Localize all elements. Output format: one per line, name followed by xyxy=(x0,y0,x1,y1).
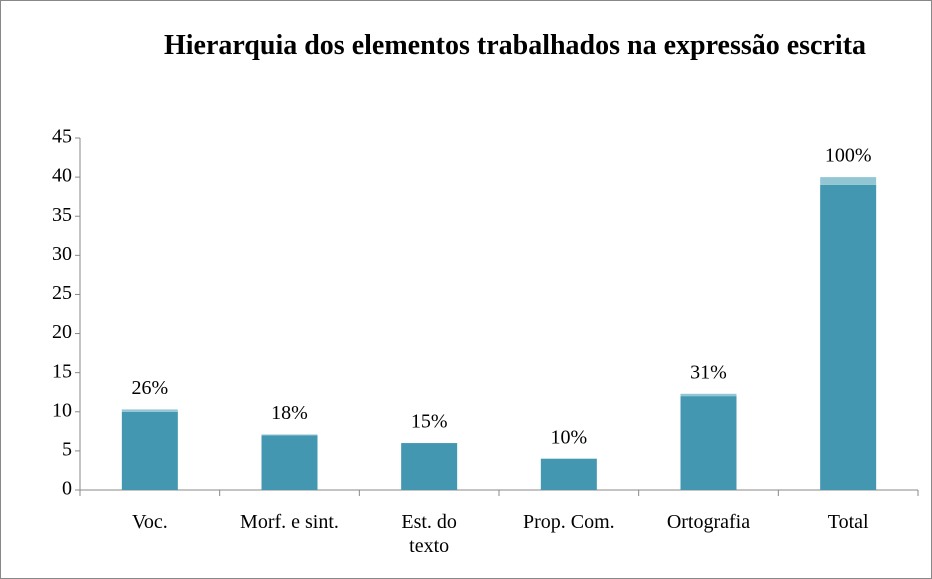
bar-annotation: 18% xyxy=(271,402,308,424)
bar xyxy=(680,393,737,397)
bar xyxy=(121,411,178,490)
y-tick-label: 0 xyxy=(62,478,72,500)
x-tick-label: Total xyxy=(827,511,869,533)
y-tick-label: 45 xyxy=(52,126,72,148)
y-tick-label: 30 xyxy=(52,243,72,265)
bar xyxy=(121,409,178,412)
bar-annotation: 10% xyxy=(550,426,587,448)
bar xyxy=(680,396,737,490)
bar-annotation: 15% xyxy=(411,411,448,433)
x-tick-label: Prop. Com. xyxy=(522,511,615,533)
y-tick-label: 15 xyxy=(52,360,72,382)
y-tick-label: 40 xyxy=(52,165,72,187)
bar xyxy=(401,443,458,490)
bar xyxy=(261,435,318,490)
bar xyxy=(820,177,877,185)
y-tick-label: 10 xyxy=(52,399,72,421)
bar-annotation: 26% xyxy=(131,377,168,399)
x-tick-label: Ortografia xyxy=(666,511,751,533)
y-tick-label: 35 xyxy=(52,204,72,226)
x-tick-label: Voc. xyxy=(131,511,168,533)
bar xyxy=(820,184,877,490)
y-tick-label: 5 xyxy=(62,438,72,460)
bar xyxy=(261,434,318,436)
bar-annotation: 100% xyxy=(825,145,872,167)
y-tick-label: 20 xyxy=(52,321,72,343)
x-tick-label: Morf. e sint. xyxy=(240,511,339,533)
bar xyxy=(540,458,597,490)
y-tick-label: 25 xyxy=(52,282,72,304)
chart-title: Hierarquia dos elementos trabalhados na … xyxy=(163,30,867,61)
bar-annotation: 31% xyxy=(690,361,727,383)
x-tick-label: Est. do texto xyxy=(401,511,457,557)
